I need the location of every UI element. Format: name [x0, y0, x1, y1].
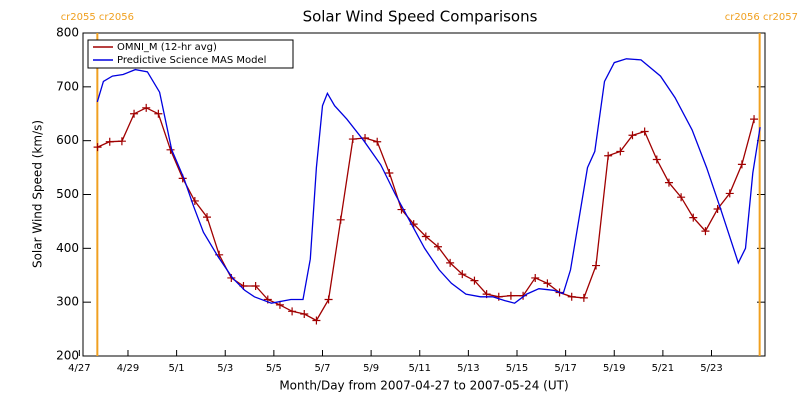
- x-tick-label: 5/15: [506, 363, 528, 374]
- x-tick-label: 5/19: [603, 363, 625, 374]
- legend-box: [87, 39, 294, 69]
- point-marker: [348, 135, 357, 144]
- point-marker: [300, 310, 309, 319]
- x-tick-label: 5/1: [169, 363, 185, 374]
- point-marker: [470, 276, 479, 285]
- y-tick-label: 800: [56, 26, 79, 40]
- y-tick-label: 600: [56, 133, 79, 147]
- point-marker: [689, 213, 698, 222]
- legend-label: Predictive Science MAS Model: [117, 55, 266, 66]
- point-marker: [288, 307, 297, 316]
- y-tick-label: 500: [56, 187, 79, 201]
- x-tick-label: 5/9: [363, 363, 379, 374]
- point-marker: [640, 127, 649, 136]
- boundary-label: cr2055 cr2056: [61, 12, 134, 23]
- point-marker: [458, 270, 467, 279]
- point-marker: [203, 213, 211, 222]
- x-axis-label: Month/Day from 2007-04-27 to 2007-05-24 …: [279, 379, 568, 393]
- point-marker: [336, 215, 345, 224]
- point-marker: [324, 295, 333, 304]
- x-tick-label: 5/21: [652, 363, 674, 374]
- point-marker: [93, 143, 102, 152]
- x-tick-label: 5/5: [266, 363, 282, 374]
- x-tick-label: 4/27: [68, 363, 90, 374]
- point-marker: [373, 137, 382, 146]
- point-marker: [579, 293, 588, 302]
- point-marker: [130, 109, 139, 118]
- x-tick-label: 5/17: [554, 363, 576, 374]
- point-marker: [652, 155, 661, 164]
- series-line: [96, 58, 761, 304]
- point-marker: [677, 193, 686, 202]
- y-axis-label: Solar Wind Speed (km/s): [31, 120, 45, 268]
- point-marker: [154, 109, 163, 118]
- y-tick-label: 700: [56, 79, 79, 93]
- point-marker: [519, 291, 528, 300]
- chart-title: Solar Wind Speed Comparisons: [303, 8, 538, 26]
- point-marker: [664, 178, 673, 187]
- point-marker: [251, 282, 260, 291]
- point-marker: [628, 131, 637, 140]
- y-tick-label: 300: [56, 295, 79, 309]
- point-marker: [117, 137, 126, 146]
- x-tick-label: 5/11: [409, 363, 431, 374]
- point-marker: [446, 258, 455, 267]
- point-marker: [567, 292, 576, 301]
- point-marker: [750, 115, 759, 124]
- point-marker: [494, 292, 503, 301]
- x-tick-label: 5/7: [314, 363, 330, 374]
- point-marker: [737, 160, 746, 169]
- point-marker: [543, 279, 552, 288]
- point-marker: [312, 316, 321, 325]
- point-marker: [506, 291, 515, 300]
- x-tick-label: 5/23: [700, 363, 722, 374]
- point-marker: [385, 168, 394, 177]
- point-marker: [604, 151, 613, 160]
- point-marker: [531, 273, 540, 282]
- y-tick-label: 200: [56, 349, 79, 363]
- point-marker: [592, 261, 601, 270]
- legend-label: OMNI_M (12-hr avg): [117, 42, 217, 53]
- point-marker: [725, 189, 734, 198]
- point-marker: [421, 232, 430, 241]
- point-marker: [105, 137, 114, 146]
- x-tick-label: 5/13: [457, 363, 479, 374]
- boundary-label: cr2056 cr2057: [725, 12, 798, 23]
- y-tick-label: 400: [56, 241, 79, 255]
- point-marker: [616, 147, 625, 156]
- point-marker: [701, 227, 710, 236]
- x-tick-label: 5/3: [217, 363, 233, 374]
- x-tick-label: 4/29: [117, 363, 139, 374]
- point-marker: [433, 242, 442, 251]
- point-marker: [142, 103, 151, 112]
